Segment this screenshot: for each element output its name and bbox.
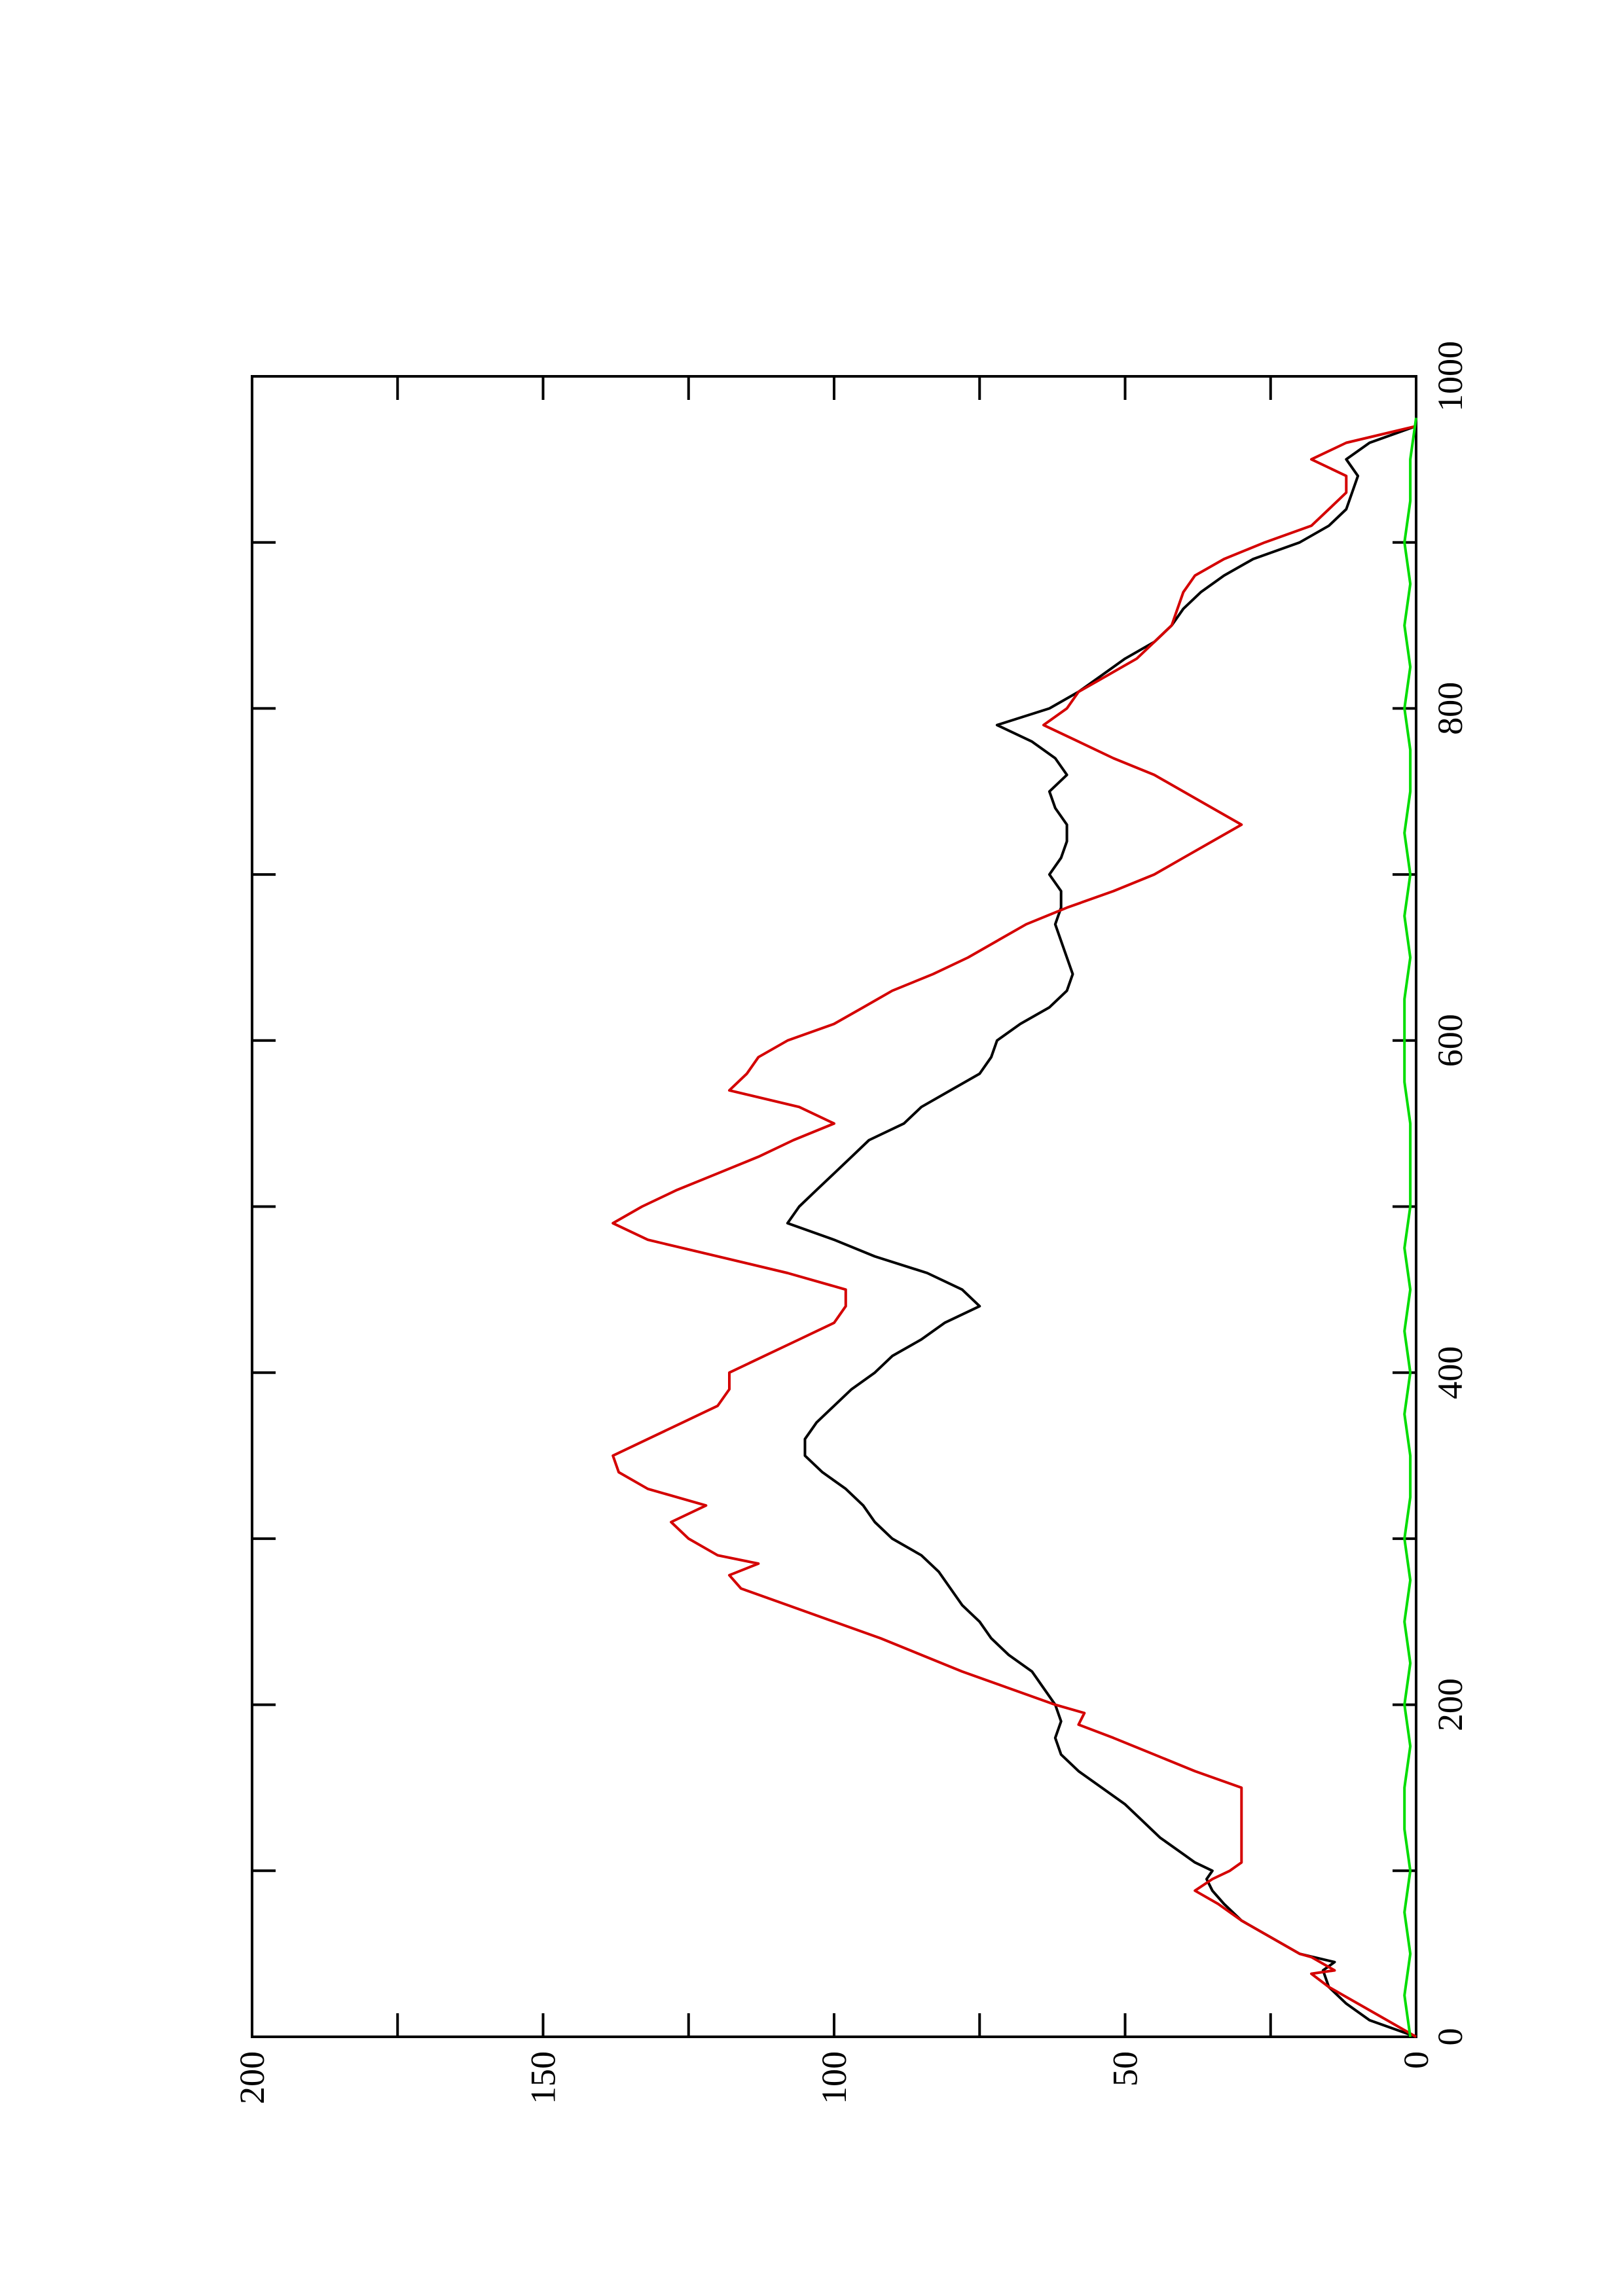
series-line-2 [1403,418,1417,2037]
series-line-1 [611,425,1417,2038]
x-tick-label: 600 [1431,1014,1470,1067]
series-line-0 [786,425,1417,2038]
x-tick-label: 200 [1431,1678,1470,1731]
series-group [611,418,1417,2038]
x-tick-label: 400 [1431,1346,1470,1399]
x-tick-label: 800 [1431,682,1470,735]
y-tick-label: 150 [524,2051,563,2104]
y-tick-label: 100 [814,2051,854,2104]
tick-labels: 0 200 400 600 800 1000 0 50 100 150 200 [232,341,1470,2104]
x-tick-label: 0 [1431,2028,1470,2046]
y-tick-label: 200 [232,2051,272,2104]
y-tick-label: 50 [1106,2051,1145,2087]
x-tick-label: 1000 [1431,341,1470,412]
y-tick-label: 0 [1396,2051,1436,2069]
